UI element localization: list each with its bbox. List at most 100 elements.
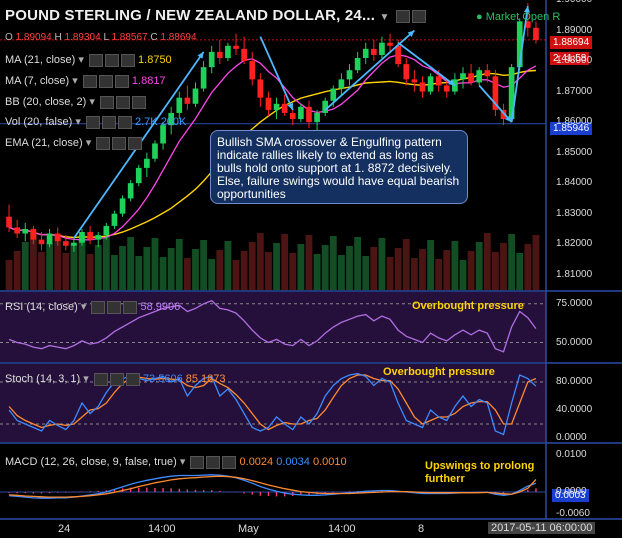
eye-icon[interactable]	[190, 455, 205, 469]
volume-bar	[386, 257, 394, 290]
macd-signal-line	[9, 475, 537, 498]
close-icon[interactable]	[131, 95, 146, 109]
eye-icon[interactable]	[91, 300, 106, 314]
volume-bar	[402, 239, 410, 290]
close-icon[interactable]	[114, 74, 129, 88]
candle-body	[71, 242, 77, 246]
chevron-down-icon[interactable]: ▾	[78, 54, 84, 66]
eye-icon[interactable]	[82, 74, 97, 88]
legend-stoch[interactable]: Stoch (14, 3, 1) ▾ 73.5606 85.1873	[5, 372, 226, 386]
macd-tick-label: 0.0100	[556, 449, 587, 461]
legend-ema[interactable]: EMA (21, close) ▾	[5, 136, 143, 150]
legend-volume[interactable]: Vol (20, false) ▾ 2.7K 200K	[5, 115, 186, 129]
time-tick-label: May	[238, 523, 259, 535]
volume-bar	[459, 260, 467, 290]
candle-body	[192, 88, 199, 104]
eye-icon[interactable]	[85, 115, 100, 129]
chevron-down-icon[interactable]: ▾	[72, 75, 78, 87]
candle-body	[411, 79, 418, 83]
open-label: O	[5, 32, 13, 43]
close-icon[interactable]	[123, 300, 138, 314]
low-value: 1.88567	[111, 32, 148, 43]
volume-bar	[183, 258, 191, 290]
close-icon[interactable]	[117, 115, 132, 129]
rsi-value: 58.9906	[140, 301, 181, 313]
bb-label: BB (20, close, 2)	[5, 96, 87, 108]
time-tick-label: 14:00	[148, 523, 176, 535]
legend-macd[interactable]: MACD (12, 26, close, 9, false, true) ▾ 0…	[5, 455, 347, 469]
time-tick-label: 24	[58, 523, 71, 535]
settings-icon[interactable]	[395, 9, 410, 23]
price-tick-label: 1.84000	[556, 177, 593, 189]
settings-icon[interactable]	[101, 115, 116, 129]
chevron-down-icon[interactable]: ▾	[75, 116, 81, 128]
volume-bar	[111, 255, 118, 290]
close-icon[interactable]	[222, 455, 237, 469]
chevron-down-icon[interactable]: ▾	[85, 137, 92, 149]
volume-bar	[329, 236, 337, 290]
eye-icon[interactable]	[99, 95, 114, 109]
volume-bar	[200, 240, 208, 290]
candle-body	[233, 45, 239, 49]
candle-body	[38, 239, 45, 245]
legend-ma7[interactable]: MA (7, close) ▾ 1.8817	[5, 74, 166, 88]
volume-bar	[273, 243, 280, 290]
chevron-down-icon[interactable]: ▾	[80, 301, 87, 313]
arrow-head	[197, 51, 204, 59]
candle-body	[346, 70, 353, 80]
countdown-tag: 2:41:58	[550, 52, 590, 65]
close-icon[interactable]	[125, 372, 140, 386]
high-value: 1.89304	[64, 32, 101, 43]
settings-icon[interactable]	[115, 95, 130, 109]
candle-body	[200, 67, 207, 89]
candle-body	[443, 85, 450, 92]
legend-ma21[interactable]: MA (21, close) ▾ 1.8750	[5, 53, 172, 67]
arrow-head	[523, 6, 530, 13]
legend-bb[interactable]: BB (20, close, 2) ▾	[5, 95, 146, 109]
volume-bar	[119, 246, 126, 290]
chevron-down-icon[interactable]: ▼	[379, 12, 390, 23]
candle-body	[281, 103, 288, 113]
macd-value-1: 0.0024	[239, 456, 274, 468]
trend-arrow	[397, 42, 456, 87]
settings-icon[interactable]	[109, 372, 124, 386]
volume-bar	[492, 252, 499, 290]
volume-bar	[305, 235, 313, 290]
volume-bar	[78, 235, 86, 290]
settings-icon[interactable]	[107, 300, 122, 314]
eye-icon[interactable]	[96, 136, 111, 150]
ema-label: EMA (21, close)	[5, 137, 83, 149]
chevron-down-icon[interactable]: ▾	[89, 96, 95, 108]
eye-icon[interactable]	[88, 53, 103, 67]
price-tick-label: 1.83000	[556, 207, 593, 219]
volume-bar	[321, 245, 329, 290]
macd-annotation-1: Upswings to prolong	[425, 460, 535, 472]
candle-body	[314, 112, 320, 123]
symbol-title[interactable]: POUND STERLING / NEW ZEALAND DOLLAR, 24.…	[5, 7, 426, 24]
settings-icon[interactable]	[98, 74, 113, 88]
volume-bar	[524, 244, 532, 290]
compare-icon[interactable]	[411, 9, 426, 23]
ma21-label: MA (21, close)	[5, 54, 76, 66]
chevron-down-icon[interactable]: ▾	[83, 373, 89, 385]
stoch-label: Stoch (14, 3, 1)	[5, 373, 81, 385]
volume-bar	[232, 260, 240, 290]
legend-rsi[interactable]: RSI (14, close) ▾ 58.9906	[5, 300, 180, 314]
market-status-text: Market Open	[485, 11, 550, 23]
close-icon[interactable]	[128, 136, 143, 150]
settings-icon[interactable]	[104, 53, 119, 67]
current-price-tag: 1.88694	[550, 36, 593, 49]
volume-bar	[46, 243, 53, 290]
close-icon[interactable]	[120, 53, 135, 67]
candle-body	[362, 48, 369, 58]
settings-icon[interactable]	[112, 136, 127, 150]
candle-body	[103, 225, 110, 236]
chevron-down-icon[interactable]: ▾	[179, 456, 186, 468]
candle-body	[216, 51, 223, 58]
candle-body	[306, 106, 312, 123]
settings-icon[interactable]	[206, 455, 221, 469]
eye-icon[interactable]	[93, 372, 108, 386]
volume-bar	[410, 258, 418, 290]
volume-bar	[467, 251, 475, 290]
